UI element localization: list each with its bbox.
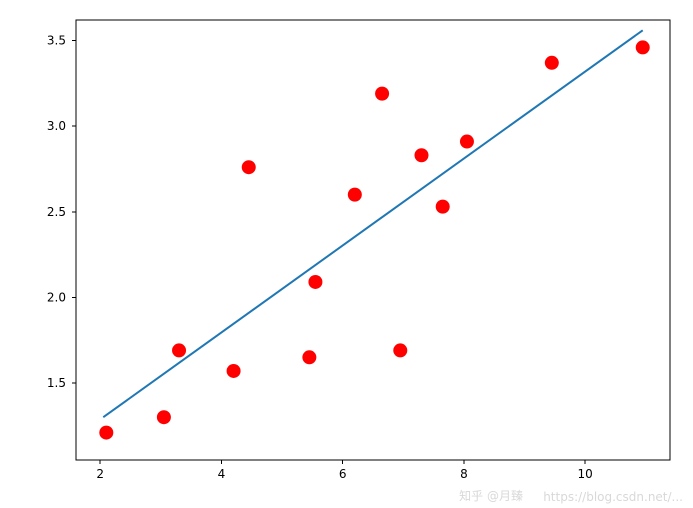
scatter-point	[414, 148, 428, 162]
scatter-point	[436, 200, 450, 214]
scatter-point	[157, 410, 171, 424]
scatter-point	[99, 426, 113, 440]
scatter-regression-chart: 2 4 6 8 10 1.5 2.0 2.5 3.0 3.5 知乎 @月臻 https://blo…	[0, 0, 693, 508]
watermark-csdn: https://blog.csdn.net/...	[543, 490, 683, 504]
scatter-point	[302, 350, 316, 364]
svg-text:3.5: 3.5	[47, 34, 66, 48]
chart-svg: 2 4 6 8 10 1.5 2.0 2.5 3.0 3.5	[0, 0, 693, 508]
scatter-point	[375, 87, 389, 101]
scatter-point	[227, 364, 241, 378]
svg-text:2: 2	[96, 467, 104, 481]
svg-text:2.5: 2.5	[47, 205, 66, 219]
scatter-point	[460, 135, 474, 149]
scatter-point	[393, 343, 407, 357]
scatter-point	[172, 343, 186, 357]
scatter-point	[242, 160, 256, 174]
svg-text:6: 6	[339, 467, 347, 481]
scatter-point	[348, 188, 362, 202]
svg-text:1.5: 1.5	[47, 376, 66, 390]
watermark-zhihu: 知乎 @月臻	[459, 487, 523, 504]
svg-text:10: 10	[578, 467, 593, 481]
svg-text:8: 8	[460, 467, 468, 481]
svg-text:2.0: 2.0	[47, 290, 66, 304]
scatter-point	[636, 40, 650, 54]
scatter-point	[545, 56, 559, 70]
svg-text:3.0: 3.0	[47, 119, 66, 133]
scatter-point	[308, 275, 322, 289]
svg-text:4: 4	[218, 467, 226, 481]
